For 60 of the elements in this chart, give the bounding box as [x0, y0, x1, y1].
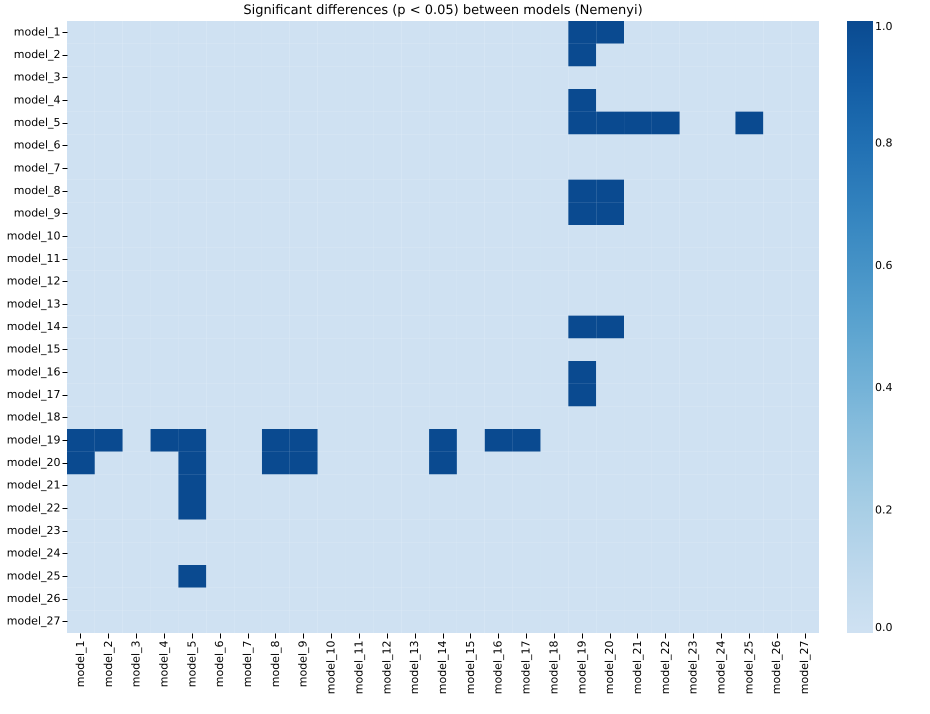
- y-tick-label: model_8: [14, 184, 60, 197]
- y-tick-label: model_6: [14, 138, 60, 152]
- y-tick-label: model_23: [6, 524, 60, 537]
- y-tick-label: model_5: [14, 116, 60, 129]
- y-tick-label: model_15: [6, 342, 60, 356]
- x-tick-label: model_16: [492, 640, 505, 694]
- y-tick-label: model_12: [6, 274, 60, 288]
- x-tick-label: model_5: [185, 640, 198, 688]
- x-tick-label: model_10: [324, 640, 338, 694]
- x-tick-label: model_14: [436, 640, 449, 694]
- x-tick-label: model_13: [408, 640, 422, 694]
- y-tick-label: model_1: [14, 25, 60, 38]
- x-tick-label: model_2: [102, 640, 115, 688]
- color-bar-label: 1.0: [875, 20, 892, 33]
- y-tick-label: model_26: [6, 592, 60, 605]
- x-tick-label: model_26: [770, 640, 784, 694]
- x-tick-label: model_23: [686, 640, 700, 694]
- y-tick-label: model_2: [14, 48, 60, 61]
- x-tick-label: model_21: [630, 640, 644, 694]
- y-tick-label: model_18: [6, 410, 60, 424]
- y-tick-label: model_13: [6, 297, 60, 310]
- color-bar-label: 0.0: [875, 621, 892, 634]
- x-tick-label: model_4: [157, 640, 170, 688]
- x-tick-label: model_7: [241, 640, 254, 688]
- y-tick-label: model_10: [6, 229, 60, 242]
- x-tick-label: model_27: [798, 640, 812, 694]
- y-tick-label: model_3: [14, 70, 60, 84]
- y-tick-label: model_27: [6, 614, 60, 628]
- y-tick-label: model_16: [6, 365, 60, 378]
- y-tick-label: model_19: [6, 433, 60, 446]
- y-tick-label: model_17: [6, 388, 60, 401]
- x-tick-label: model_19: [575, 640, 588, 694]
- y-tick-label: model_20: [6, 456, 60, 469]
- x-tick-label: model_17: [520, 640, 533, 694]
- y-tick-label: model_25: [6, 569, 60, 582]
- y-tick-label: model_11: [6, 252, 60, 265]
- y-tick-label: model_22: [6, 501, 60, 514]
- y-tick-label: model_9: [14, 206, 60, 220]
- y-tick-label: model_4: [14, 93, 60, 106]
- x-tick-label: model_8: [268, 640, 282, 688]
- x-tick-label: model_11: [352, 640, 366, 694]
- x-tick-label: model_24: [714, 640, 728, 694]
- x-tick-label: model_3: [130, 640, 143, 688]
- color-bar-label: 0.4: [875, 381, 892, 394]
- x-tick-label: model_9: [296, 640, 310, 688]
- x-tick-label: model_22: [658, 640, 672, 694]
- y-tick-label: model_7: [14, 161, 60, 174]
- x-tick-label: model_15: [464, 640, 477, 694]
- y-tick-label: model_14: [6, 320, 60, 333]
- color-bar-label: 0.8: [875, 136, 892, 150]
- color-bar-label: 0.6: [875, 258, 892, 272]
- color-bar-label: 0.2: [875, 504, 892, 517]
- y-tick-label: model_21: [6, 478, 60, 492]
- y-tick-label: model_24: [6, 546, 60, 560]
- x-tick-label: model_12: [380, 640, 394, 694]
- x-tick-label: model_6: [213, 640, 226, 688]
- x-tick-label: model_18: [547, 640, 560, 694]
- chart-title: Significant differences (p < 0.05) between models (Nemenyi): [243, 3, 643, 18]
- x-tick-label: model_25: [742, 640, 756, 694]
- x-tick-label: model_20: [603, 640, 616, 694]
